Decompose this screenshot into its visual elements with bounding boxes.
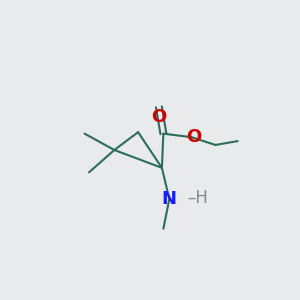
Text: N: N: [162, 190, 177, 208]
Text: O: O: [151, 108, 166, 126]
Text: –H: –H: [187, 189, 208, 207]
Text: O: O: [186, 128, 202, 146]
